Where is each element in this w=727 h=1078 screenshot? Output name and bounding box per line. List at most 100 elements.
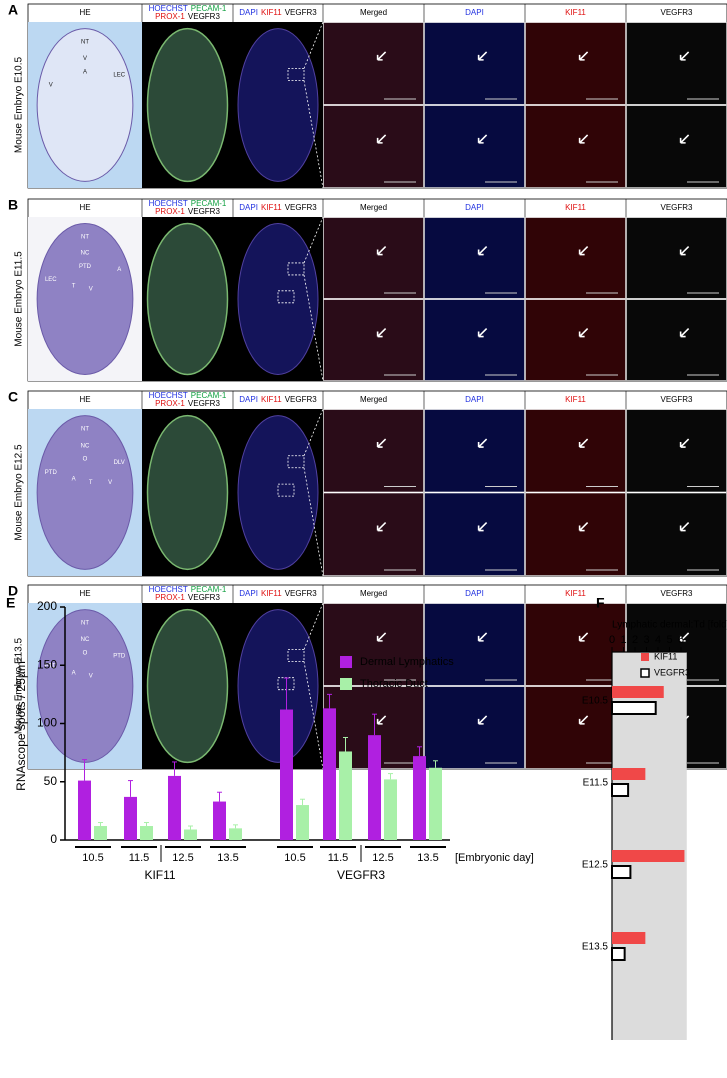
- group-label: KIF11: [144, 868, 175, 882]
- bar: [168, 775, 181, 840]
- zoom-image: [626, 105, 727, 188]
- annotation: PTD: [45, 664, 58, 670]
- annotation: A: [72, 477, 76, 483]
- arrow: [477, 715, 488, 725]
- zoom-image: [323, 299, 424, 381]
- arrow: [477, 51, 488, 61]
- header-word: PROX-1: [155, 207, 185, 216]
- header-word: VEGFR3: [188, 12, 221, 21]
- column-header: Merged: [360, 589, 387, 598]
- bar: [612, 768, 646, 780]
- plot-background: [612, 652, 687, 1040]
- rnascope-embryo: [237, 223, 319, 375]
- zoom-image: [525, 686, 626, 769]
- annotation: T: [72, 283, 76, 289]
- arrow: [578, 632, 589, 642]
- header-word: HOECHST: [149, 199, 188, 208]
- bar: [612, 850, 685, 862]
- bar: [339, 751, 352, 840]
- column-header: VEGFR3: [660, 8, 693, 17]
- bar: [229, 828, 242, 840]
- header-word: KIF11: [261, 589, 282, 598]
- zoom-image: [323, 217, 424, 299]
- column-header: DAPI KIF11 VEGFR3: [239, 8, 317, 17]
- arrow: [477, 521, 488, 532]
- x-tick-label: 10.5: [82, 852, 103, 864]
- column-header: DAPI: [465, 203, 484, 212]
- x-tick-label: 13.5: [417, 852, 438, 864]
- x-tick-label: 5: [666, 634, 672, 646]
- arrow: [679, 438, 690, 448]
- header-word: KIF11: [261, 203, 282, 212]
- arrow: [477, 327, 488, 338]
- column-header: PROX-1 VEGFR3: [155, 399, 220, 408]
- column-header: HOECHST PECAM-1: [149, 585, 227, 594]
- annotation: PTD: [113, 654, 126, 660]
- header-word: PROX-1: [155, 593, 185, 602]
- bar: [296, 805, 309, 840]
- column-header: VEGFR3: [660, 203, 693, 212]
- y-tick-label: 100: [37, 716, 57, 730]
- annotation: NT: [81, 620, 89, 626]
- arrow: [578, 438, 589, 448]
- arrow: [376, 327, 387, 338]
- annotation: NC: [81, 443, 90, 449]
- arrow: [679, 521, 690, 532]
- zoom-image: [424, 22, 525, 105]
- header-word: PROX-1: [155, 399, 185, 408]
- zoom-box: [287, 262, 305, 276]
- zoom-image: [626, 492, 727, 576]
- column-header: PROX-1 VEGFR3: [155, 593, 220, 602]
- annotation: NC: [81, 251, 90, 257]
- column-header: Merged: [360, 395, 387, 404]
- arrow: [477, 438, 488, 448]
- panel-letter: C: [8, 389, 18, 405]
- zoom-box: [277, 483, 295, 497]
- zoom-box: [287, 68, 305, 81]
- arrow: [477, 134, 488, 144]
- x-tick-label: 12.5: [372, 852, 393, 864]
- arrow: [578, 327, 589, 338]
- zoom-box: [287, 455, 305, 469]
- if-embryo: [146, 414, 229, 571]
- annotation: A: [72, 670, 76, 676]
- zoom-image: [323, 22, 424, 105]
- column-header: PROX-1 VEGFR3: [155, 12, 220, 21]
- arrow: [578, 51, 589, 61]
- annotation: A: [83, 69, 87, 75]
- legend-label: VEGFR3: [654, 667, 690, 677]
- zoom-image: [525, 492, 626, 576]
- column-header: KIF11: [565, 589, 586, 598]
- annotation: V: [83, 56, 87, 62]
- annotation: NC: [81, 637, 90, 643]
- annotation: LEC: [113, 73, 125, 79]
- zoom-line: [303, 216, 324, 264]
- zoom-line: [303, 602, 324, 650]
- legend-swatch: [340, 678, 352, 690]
- rnascope-embryo: [237, 415, 319, 570]
- bar: [413, 756, 426, 840]
- bar: [94, 826, 107, 840]
- x-tick-label: 4: [655, 634, 661, 646]
- header-word: PECAM-1: [191, 199, 227, 208]
- chart-title: Lymphatic dermal:Td [fold]: [612, 620, 727, 631]
- y-tick-label: E12.5: [582, 860, 609, 871]
- zoom-image: [424, 492, 525, 576]
- y-tick-label: 150: [37, 657, 57, 671]
- if-embryo: [146, 222, 229, 376]
- arrow: [679, 51, 690, 61]
- zoom-image: [626, 299, 727, 381]
- zoom-image: [626, 217, 727, 299]
- x-tick-label: 12.5: [172, 852, 193, 864]
- y-tick-label: 200: [37, 599, 57, 613]
- column-header: Merged: [360, 8, 387, 17]
- arrow: [679, 134, 690, 144]
- header-word: DAPI: [239, 395, 258, 404]
- arrow: [376, 51, 387, 61]
- bar: [612, 686, 664, 698]
- header-word: VEGFR3: [285, 395, 318, 404]
- x-tick-label: 11.5: [129, 852, 150, 864]
- zoom-image: [525, 217, 626, 299]
- x-tick-label: 6: [678, 634, 684, 646]
